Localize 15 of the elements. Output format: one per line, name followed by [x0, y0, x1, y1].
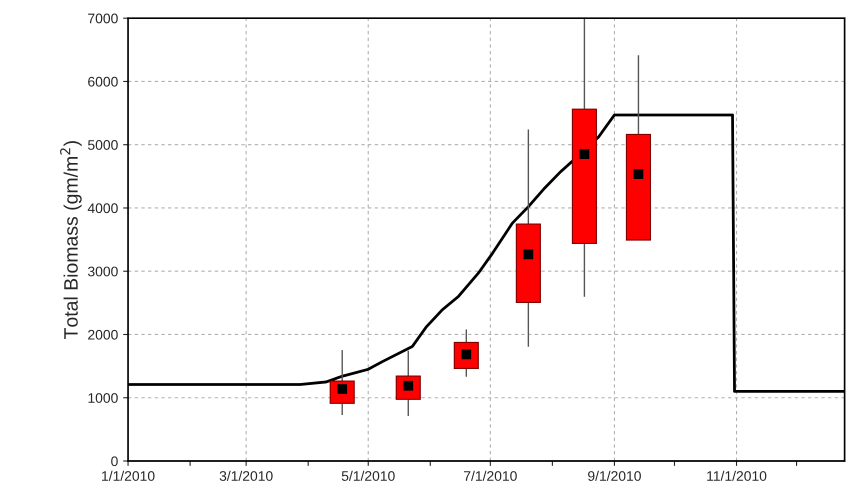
- y-tick-label: 5000: [88, 140, 118, 150]
- y-tick-label: 7000: [88, 14, 118, 24]
- y-tick-label: 2000: [88, 330, 118, 340]
- x-tick-label: 1/1/2010: [102, 470, 155, 481]
- y-tick-label: 4000: [88, 203, 118, 214]
- y-axis-title: Total Biomass (gm/m$^{2}$): [60, 141, 82, 340]
- x-tick-label: 9/1/2010: [588, 470, 641, 481]
- x-tick-label: 5/1/2010: [342, 470, 395, 481]
- x-tick-label: 11/1/2010: [707, 470, 766, 481]
- y-tick-label: 6000: [88, 76, 118, 87]
- y-tick-label: 1000: [88, 393, 118, 403]
- x-tick-label: 3/1/2010: [220, 470, 273, 481]
- y-tick-label: 0: [111, 456, 118, 466]
- y-tick-label: 3000: [88, 266, 118, 276]
- x-tick-label: 7/1/2010: [464, 470, 517, 481]
